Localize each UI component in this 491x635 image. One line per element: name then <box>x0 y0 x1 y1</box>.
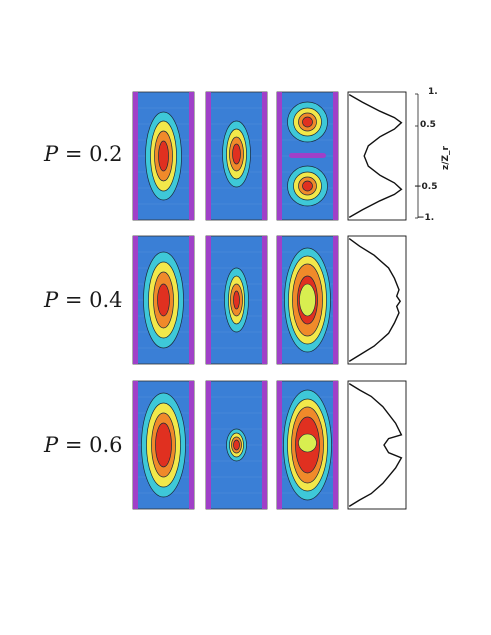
profile-frame <box>347 235 407 365</box>
center-band <box>289 153 326 158</box>
contour-level-4 <box>232 143 241 165</box>
wall-left <box>206 92 211 220</box>
profile-curve <box>348 93 403 219</box>
panel-p04-col2 <box>205 235 268 365</box>
wall-left <box>206 236 211 364</box>
wall-right <box>333 381 338 509</box>
wall-left <box>133 236 138 364</box>
wall-left <box>133 381 138 509</box>
contour-level-4 <box>157 283 170 317</box>
wall-right <box>262 92 267 220</box>
panel-p06-col1 <box>132 380 195 510</box>
core-region <box>299 283 316 317</box>
wall-left <box>277 381 282 509</box>
contour-level-4 <box>158 140 169 172</box>
profile-frame <box>347 91 407 221</box>
tick-0-5: 0.5 <box>420 120 436 130</box>
contour-level-4 <box>155 422 172 468</box>
panel-p06-col3 <box>276 380 339 510</box>
wall-left <box>133 92 138 220</box>
profile-frame <box>347 380 407 510</box>
contour-level-4 <box>302 180 313 192</box>
contour-level-4 <box>302 116 313 128</box>
row-label-p06: P = 0.6 <box>44 433 123 457</box>
wall-right <box>262 381 267 509</box>
contour-level-4 <box>233 439 240 451</box>
wall-right <box>262 236 267 364</box>
profile-curve <box>348 383 403 507</box>
panel-p06-col2 <box>205 380 268 510</box>
profile-p02 <box>347 91 407 221</box>
row-label-p04: P = 0.4 <box>44 288 123 312</box>
wall-right <box>189 92 194 220</box>
wall-right <box>189 236 194 364</box>
contour-level-4 <box>233 290 240 310</box>
panel-p04-col1 <box>132 235 195 365</box>
wall-left <box>277 92 282 220</box>
core-region <box>298 433 317 453</box>
wall-left <box>206 381 211 509</box>
tick-minus-1: −1. <box>417 213 435 223</box>
profile-p06 <box>347 380 407 510</box>
panel-p02-col1 <box>132 91 195 221</box>
panel-p02-col2 <box>205 91 268 221</box>
tick-minus-0-5: −0.5 <box>414 182 438 192</box>
tick-1: 1. <box>428 87 438 97</box>
wall-right <box>333 92 338 220</box>
wall-left <box>277 236 282 364</box>
wall-right <box>189 381 194 509</box>
z-axis <box>415 93 419 219</box>
row-label-p02: P = 0.2 <box>44 142 123 166</box>
wall-right <box>333 236 338 364</box>
profile-p04 <box>347 235 407 365</box>
panel-p02-col3 <box>276 91 339 221</box>
panel-p04-col3 <box>276 235 339 365</box>
profile-curve <box>348 238 402 362</box>
